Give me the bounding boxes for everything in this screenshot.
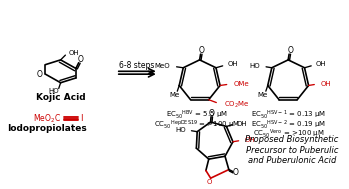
Text: MeO$_2$C: MeO$_2$C xyxy=(34,113,61,125)
Text: OMe: OMe xyxy=(233,81,249,87)
Text: O: O xyxy=(37,70,43,79)
Text: OH: OH xyxy=(244,137,255,143)
Text: O: O xyxy=(287,46,293,55)
Text: HO: HO xyxy=(48,88,59,94)
Text: CC$_{50}$$^{\mathrm{HepDES19}}$ = >100 μM: CC$_{50}$$^{\mathrm{HepDES19}}$ = >100 μ… xyxy=(154,118,240,131)
Text: MeO: MeO xyxy=(154,63,170,69)
Text: HO: HO xyxy=(175,127,186,133)
Text: CC$_{50}$$^{\mathrm{Vero}}$ = >100 μM: CC$_{50}$$^{\mathrm{Vero}}$ = >100 μM xyxy=(253,128,325,140)
Text: OH: OH xyxy=(228,61,238,67)
Text: O: O xyxy=(199,46,205,55)
Text: Proposed Biosynthetic
Precursor to Puberulic
and Puberulonic Acid: Proposed Biosynthetic Precursor to Puber… xyxy=(245,135,339,165)
Text: Me: Me xyxy=(169,92,180,98)
Text: I: I xyxy=(80,114,83,123)
Text: Me: Me xyxy=(258,92,268,98)
Text: OH: OH xyxy=(237,121,247,127)
Text: O: O xyxy=(232,168,238,177)
Text: EC$_{50}$$^{\mathrm{HSV-1}}$ = 0.13 μM: EC$_{50}$$^{\mathrm{HSV-1}}$ = 0.13 μM xyxy=(252,109,327,121)
Text: CO$_2$Me: CO$_2$Me xyxy=(224,99,250,110)
Text: O: O xyxy=(78,55,83,64)
Text: EC$_{50}$$^{\mathrm{HBV}}$ = 5.5 μM: EC$_{50}$$^{\mathrm{HBV}}$ = 5.5 μM xyxy=(166,109,228,121)
Text: 6-8 steps: 6-8 steps xyxy=(119,61,155,70)
Text: OH: OH xyxy=(316,61,327,67)
Text: HO: HO xyxy=(250,63,260,69)
Text: OH: OH xyxy=(321,81,332,87)
Text: O: O xyxy=(207,179,213,185)
Text: O: O xyxy=(209,109,215,118)
Text: OH: OH xyxy=(68,50,79,56)
Text: EC$_{50}$$^{\mathrm{HSV-2}}$ = 0.19 μM: EC$_{50}$$^{\mathrm{HSV-2}}$ = 0.19 μM xyxy=(252,118,327,131)
Text: Iodopropiolates: Iodopropiolates xyxy=(7,124,87,133)
Text: Kojic Acid: Kojic Acid xyxy=(36,93,86,102)
